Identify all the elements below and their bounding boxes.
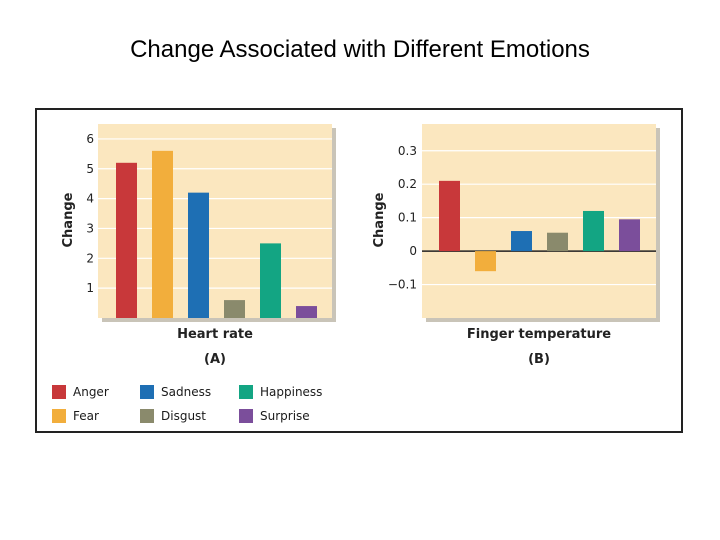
ytick-label-finger-temperature-1: 0 [409, 244, 417, 258]
panel-label-heart-rate: (A) [204, 352, 226, 367]
legend-item-happiness: Happiness [239, 383, 322, 401]
ytick-label-heart-rate-5: 6 [86, 132, 94, 146]
legend-swatch-anger [52, 385, 66, 399]
bar-heart-rate-sadness [188, 192, 209, 318]
bar-finger-temperature-happiness [583, 210, 604, 252]
ytick-label-finger-temperature-4: 0.3 [398, 144, 417, 158]
bar-heart-rate-disgust [224, 300, 245, 318]
legend-label-happiness: Happiness [260, 385, 323, 399]
bar-finger-temperature-sadness [511, 231, 532, 252]
bar-finger-temperature-anger [439, 180, 460, 252]
ytick-label-finger-temperature-2: 0.1 [398, 211, 417, 225]
panel-b-background [422, 124, 656, 318]
y-axis-label-finger-temperature: Change [372, 192, 387, 247]
ytick-label-heart-rate-4: 5 [86, 162, 94, 176]
bar-finger-temperature-surprise [619, 219, 640, 252]
ytick-label-heart-rate-2: 3 [86, 221, 94, 235]
legend-item-sadness: Sadness [140, 383, 211, 401]
bar-heart-rate-surprise [296, 306, 317, 318]
legend: Anger Fear Sadness Disgust Happiness Sur… [52, 383, 392, 431]
slide-title: Change Associated with Different Emotion… [130, 36, 590, 63]
bar-finger-temperature-fear [475, 251, 496, 272]
legend-label-disgust: Disgust [161, 409, 207, 423]
legend-swatch-disgust [140, 409, 154, 423]
bar-finger-temperature-disgust [547, 232, 568, 252]
legend-label-surprise: Surprise [260, 409, 310, 423]
legend-swatch-fear [52, 409, 66, 423]
bar-heart-rate-happiness [260, 243, 281, 318]
ytick-label-heart-rate-3: 4 [86, 192, 94, 206]
legend-item-fear: Fear [52, 407, 99, 425]
ytick-label-heart-rate-1: 2 [86, 251, 94, 265]
legend-item-surprise: Surprise [239, 407, 310, 425]
x-axis-label-heart-rate: Heart rate [177, 327, 253, 342]
bar-heart-rate-fear [152, 150, 173, 318]
legend-swatch-surprise [239, 409, 253, 423]
y-axis-label-heart-rate: Change [61, 192, 76, 247]
bar-heart-rate-anger [116, 162, 137, 318]
legend-item-anger: Anger [52, 383, 109, 401]
ytick-label-finger-temperature-0: −0.1 [388, 278, 417, 292]
legend-label-sadness: Sadness [161, 385, 212, 399]
legend-swatch-sadness [140, 385, 154, 399]
chart-finger-temperature: −0.1 0 0.1 0.2 0.3 Change Finger temperature (B… [372, 144, 656, 367]
legend-label-anger: Anger [73, 385, 109, 399]
ytick-label-heart-rate-0: 1 [86, 281, 94, 295]
chart-heart-rate: 1 2 3 4 5 6 Change Heart rate (A) [61, 132, 332, 367]
x-axis-label-finger-temperature: Finger temperature [467, 327, 611, 342]
ytick-label-finger-temperature-3: 0.2 [398, 177, 417, 191]
legend-swatch-happiness [239, 385, 253, 399]
legend-label-fear: Fear [73, 409, 99, 423]
legend-item-disgust: Disgust [140, 407, 206, 425]
panel-label-finger-temperature: (B) [528, 352, 550, 367]
